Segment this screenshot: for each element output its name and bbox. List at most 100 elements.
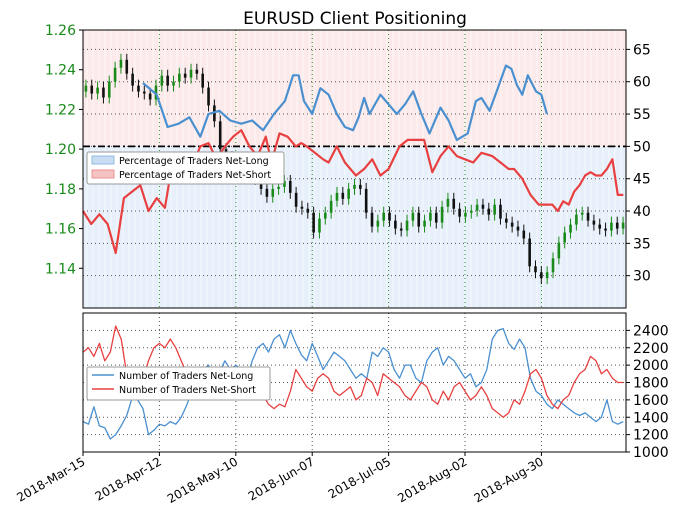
candle-body (586, 212, 590, 221)
candle-body (172, 81, 175, 86)
candle-body (405, 220, 409, 231)
candle-body (464, 212, 467, 217)
candle-body (160, 75, 164, 86)
price-tick-label: 1.22 (45, 102, 76, 118)
candle-body (615, 222, 619, 229)
date-tick-label: 2018-Mar-15 (14, 454, 87, 504)
chart-title: EURUSD Client Positioning (243, 9, 467, 29)
count-tick-label: 1600 (633, 393, 669, 409)
candle-body (493, 204, 496, 215)
candle-body (469, 210, 473, 213)
count-tick-label: 1400 (633, 410, 669, 426)
candle-body (621, 222, 625, 229)
count-tick-label: 1000 (633, 445, 669, 461)
price-tick-label: 1.26 (45, 23, 76, 39)
candle-body (300, 206, 304, 209)
count-tick-label: 2000 (633, 358, 669, 374)
candle-body (534, 266, 537, 273)
bottom-legend: Number of Traders Net-Long Number of Trad… (86, 366, 271, 401)
candle-body (318, 218, 321, 233)
candle-body (610, 222, 613, 231)
percent-tick-label: 40 (633, 204, 651, 220)
candle-body (154, 85, 158, 100)
candle-body (283, 180, 286, 187)
candle-body (440, 206, 444, 223)
price-tick-label: 1.20 (45, 142, 76, 158)
candle-body (423, 220, 426, 227)
price-tick-label: 1.16 (45, 222, 76, 238)
candle-body (545, 272, 549, 279)
legend-box (86, 366, 271, 401)
price-tick-label: 1.14 (45, 261, 76, 277)
candle-body (341, 192, 345, 199)
legend-label: Number of Traders Net-Short (119, 385, 256, 396)
candle-body (288, 180, 292, 193)
candle-body (324, 212, 327, 219)
date-tick-label: 2018-Aug-30 (472, 454, 546, 505)
candle-body (195, 69, 199, 74)
candle-body (137, 85, 140, 92)
date-tick-label: 2018-May-10 (165, 454, 240, 506)
percent-tick-label: 55 (633, 107, 651, 123)
date-tick-label: 2018-Aug-02 (395, 454, 469, 505)
candle-body (382, 212, 385, 221)
legend-label: Number of Traders Net-Long (119, 371, 253, 382)
candle-body (207, 87, 210, 106)
candle-body (516, 226, 520, 231)
candle-body (107, 81, 111, 98)
candle-body (102, 87, 105, 98)
candle-body (119, 59, 123, 68)
candle-body (370, 212, 374, 227)
legend-label: Percentage of Traders Net-Long (119, 156, 269, 167)
candle-body (96, 87, 99, 94)
candle-body (125, 59, 129, 74)
count-tick-label: 1200 (633, 428, 669, 444)
candle-body (487, 208, 491, 215)
candle-body (522, 230, 526, 239)
candle-body (557, 242, 561, 259)
candle-body (580, 212, 584, 215)
net-long-percentage-line (142, 64, 548, 141)
top-legend: Percentage of Traders Net-Long Percentage… (86, 151, 285, 185)
count-tick-label: 1800 (633, 376, 669, 392)
legend-swatch (91, 155, 115, 165)
candle-body (359, 184, 362, 189)
date-tick-label: 2018-Jun-07 (246, 454, 317, 503)
legend-swatch (91, 169, 115, 179)
candle-body (458, 208, 461, 217)
candle-body (598, 224, 602, 229)
candle-body (335, 192, 339, 201)
date-tick-label: 2018-Jul-05 (326, 454, 393, 501)
candle-body (481, 204, 485, 209)
candle-body (452, 198, 456, 209)
candle-body (417, 212, 421, 227)
candle-body (113, 67, 117, 82)
candle-body (90, 85, 94, 94)
legend-box (86, 151, 285, 185)
candle-body (551, 258, 555, 273)
candle-body (277, 186, 280, 189)
candle-body (399, 228, 403, 231)
candle-body (329, 200, 333, 213)
candle-body (265, 188, 269, 197)
price-and-percentage-panel: 1.26 1.24 1.22 1.20 1.18 1.16 1.14 65 60 55 50 45 40… (45, 23, 651, 309)
candle-body (189, 69, 193, 78)
candle-body (376, 220, 380, 227)
candle-body (510, 222, 514, 227)
percent-tick-label: 60 (633, 75, 651, 91)
candle-body (312, 212, 315, 233)
price-tick-label: 1.18 (45, 182, 76, 198)
candle-body (364, 188, 368, 213)
count-tick-label: 2200 (633, 341, 669, 357)
candle-body (306, 208, 310, 213)
candle-body (201, 73, 204, 88)
candle-body (575, 214, 578, 225)
candle-body (178, 73, 181, 82)
percent-tick-label: 65 (633, 42, 651, 58)
candle-body (84, 85, 88, 92)
percent-tick-label: 30 (633, 269, 651, 285)
candle-body (475, 204, 479, 211)
net-long-count-line (82, 327, 624, 440)
